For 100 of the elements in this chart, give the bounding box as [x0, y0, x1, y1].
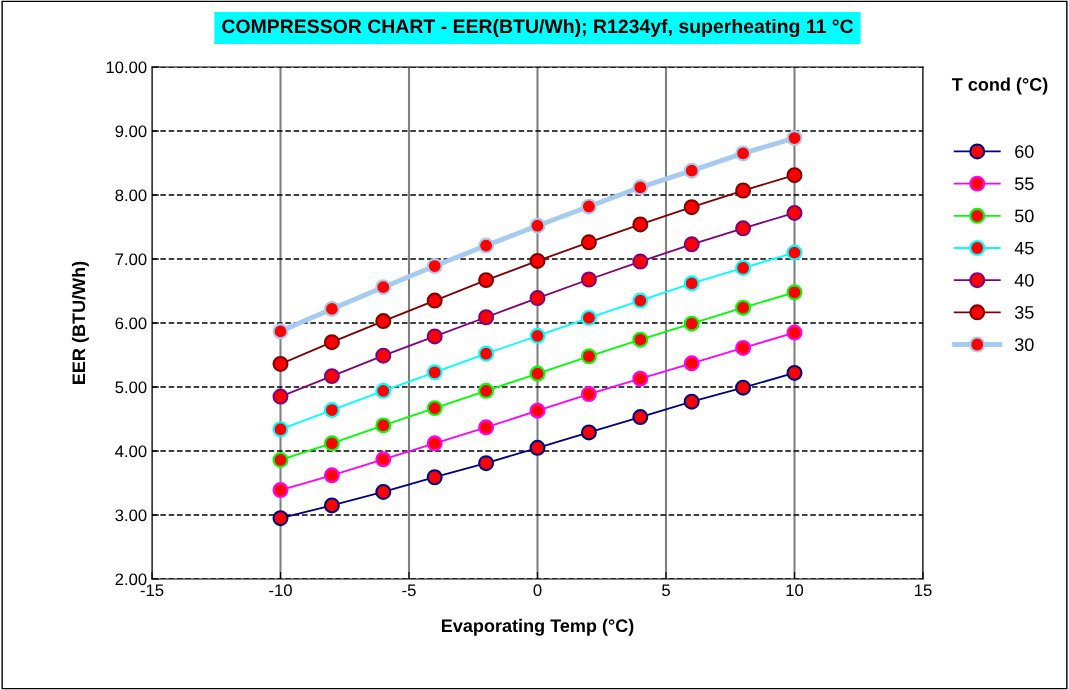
point: [272, 355, 289, 372]
point: [375, 483, 392, 500]
point: [683, 275, 700, 292]
point: [632, 331, 649, 348]
point: [375, 347, 392, 364]
point: [478, 272, 495, 289]
point: [426, 292, 443, 309]
y-axis-title: EER (BTU/Wh): [71, 261, 89, 384]
point: [375, 417, 392, 434]
point: [529, 290, 546, 307]
x-tick-label: -5: [402, 584, 416, 597]
point: [478, 345, 495, 362]
point: [272, 451, 289, 468]
point: [529, 402, 546, 419]
point: [735, 339, 752, 356]
point: [529, 439, 546, 456]
point: [786, 364, 803, 381]
point: [580, 271, 597, 288]
point: [632, 216, 649, 233]
point: [323, 300, 340, 317]
point: [529, 365, 546, 382]
x-axis-title: Evaporating Temp (°C): [441, 618, 634, 636]
y-tick-label: 9.00: [115, 125, 147, 138]
point: [375, 279, 392, 296]
chart-title: COMPRESSOR CHART - EER(BTU/Wh); R1234yf, superheating 11 °C: [222, 18, 854, 38]
point: [735, 379, 752, 396]
legend-label: 50: [1014, 209, 1034, 223]
point: [735, 259, 752, 276]
x-tick-label: 10: [786, 584, 804, 597]
point: [735, 182, 752, 199]
point: [632, 179, 649, 196]
point: [323, 435, 340, 452]
y-tick-label: 2.00: [115, 573, 147, 586]
point: [478, 419, 495, 436]
point: [786, 324, 803, 341]
x-tick-label: 0: [533, 584, 542, 597]
legend-label: 45: [1014, 241, 1034, 255]
x-tick-label: 5: [662, 584, 670, 597]
point: [735, 220, 752, 237]
point: [323, 497, 340, 514]
legend-label: 55: [1014, 177, 1034, 191]
point: [580, 386, 597, 403]
point: [272, 323, 289, 340]
point: [323, 334, 340, 351]
legend-label: 35: [1014, 306, 1034, 319]
point: [478, 455, 495, 472]
point: [529, 252, 546, 269]
point: [580, 198, 597, 215]
point: [375, 451, 392, 468]
legend-label: 60: [1015, 145, 1034, 158]
point: [426, 328, 443, 345]
point: [580, 424, 597, 441]
point: [272, 510, 289, 527]
point: [683, 199, 700, 216]
x-tick-label: 15: [915, 584, 932, 597]
point: [426, 400, 443, 417]
point: [426, 258, 443, 275]
point: [272, 421, 289, 438]
point: [683, 315, 700, 332]
point: [426, 469, 443, 486]
point: [683, 236, 700, 253]
point: [580, 309, 597, 326]
y-tick-label: 6.00: [115, 317, 147, 330]
legend-label: 40: [1014, 273, 1034, 287]
point: [786, 244, 803, 261]
point: [375, 313, 392, 330]
point: [683, 393, 700, 410]
point: [426, 364, 443, 381]
point: [632, 370, 649, 387]
y-tick-label: 7.00: [115, 253, 147, 266]
point: [375, 382, 392, 399]
point: [580, 234, 597, 251]
y-tick-label: 10.00: [106, 61, 147, 74]
y-tick-label: 4.00: [115, 445, 147, 458]
y-tick-label: 3.00: [115, 509, 147, 522]
point: [786, 204, 803, 221]
x-tick-label: -10: [269, 584, 292, 597]
point: [323, 467, 340, 484]
point: [632, 253, 649, 270]
x-tick-label: -15: [140, 584, 164, 597]
y-tick-label: 8.00: [115, 189, 147, 202]
point: [683, 355, 700, 372]
point: [529, 217, 546, 234]
point: [323, 368, 340, 385]
point: [786, 130, 803, 147]
point: [632, 292, 649, 309]
point: [580, 348, 597, 365]
point: [478, 237, 495, 254]
point: [632, 409, 649, 426]
point: [786, 167, 803, 184]
point: [323, 402, 340, 419]
point: [683, 162, 700, 179]
point: [272, 388, 289, 405]
point: [735, 145, 752, 162]
point: [478, 309, 495, 326]
point: [478, 382, 495, 399]
point: [735, 299, 752, 316]
y-tick-label: 5.00: [115, 381, 147, 394]
point: [786, 284, 803, 301]
point: [426, 435, 443, 452]
